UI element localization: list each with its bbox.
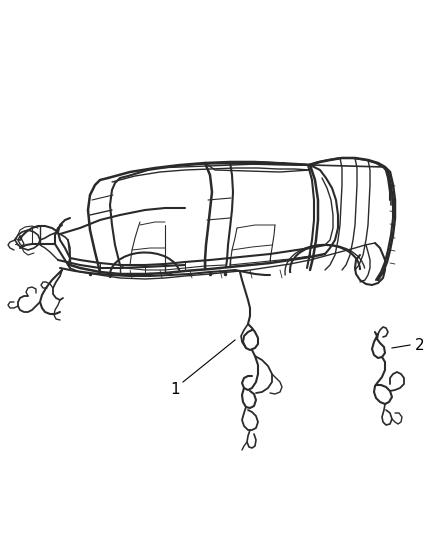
- Text: 2: 2: [415, 337, 424, 352]
- Text: 1: 1: [170, 383, 180, 398]
